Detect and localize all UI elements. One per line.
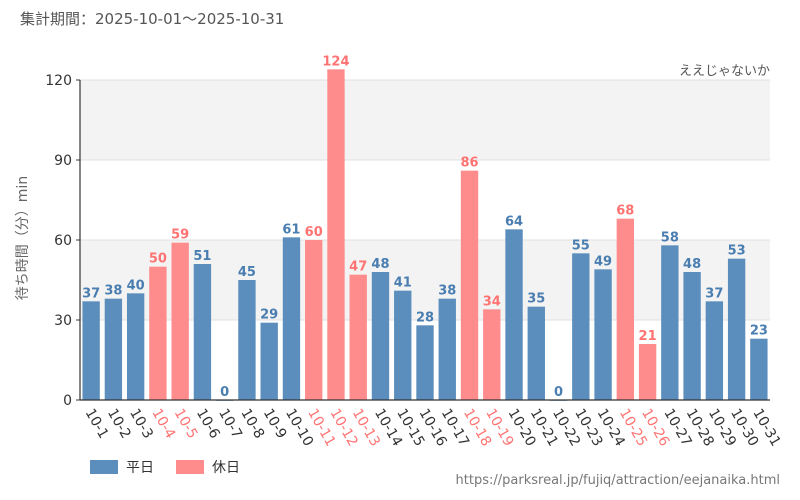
bar [394,290,412,400]
bar [638,344,657,400]
period-label: 集計期間：2025-10-01～2025-10-31 [20,10,285,28]
data-label: 58 [661,230,679,245]
data-label: 49 [594,254,612,269]
data-label: 45 [238,265,256,280]
data-label: 86 [460,156,478,171]
bar [371,272,390,400]
legend-holiday-swatch [176,460,204,474]
data-label: 29 [260,308,278,323]
data-label: 53 [728,244,746,259]
bar [505,229,523,400]
legend-holiday: 休日 [176,457,240,477]
legend-weekday: 平日 [90,457,154,477]
bar [238,280,256,400]
legend-holiday-label: 休日 [212,460,240,476]
data-label: 0 [554,385,563,400]
data-label: 38 [438,284,456,299]
y-tick-label: 0 [63,393,72,409]
data-label: 124 [322,54,349,69]
bar [305,240,323,400]
y-tick-label: 120 [45,73,72,89]
data-label: 37 [82,286,100,301]
data-label: 21 [639,329,657,344]
bar [104,298,123,400]
bar [193,264,212,400]
data-label: 0 [220,385,229,400]
data-label: 37 [705,286,723,301]
bar [683,272,701,400]
bar [616,218,635,400]
data-label: 23 [750,324,768,339]
bar [260,322,278,400]
data-label: 60 [305,225,323,240]
bar [416,325,434,400]
data-label: 50 [149,252,167,267]
data-label: 47 [349,260,367,275]
plot-band [80,80,770,160]
data-label: 48 [371,257,389,272]
plot-band [80,160,770,240]
bar [705,301,724,400]
data-label: 48 [683,257,701,272]
bar [572,253,590,400]
bar [527,306,545,400]
bar [727,258,746,400]
data-label: 41 [394,276,412,291]
bar [750,338,768,400]
bar [349,274,367,400]
data-label: 64 [505,214,523,229]
data-label: 68 [616,204,634,219]
legend: 平日 休日 [90,457,240,477]
bar [171,242,189,400]
source-url: https://parksreal.jp/fujiq/attraction/ee… [455,473,780,488]
data-label: 59 [171,228,189,243]
y-tick-label: 60 [54,233,72,249]
bar [460,170,479,400]
bar [438,298,456,400]
data-label: 61 [282,222,300,237]
attraction-name: ええじゃないか [678,64,770,79]
data-label: 28 [416,310,434,325]
legend-weekday-label: 平日 [126,460,154,476]
bar [149,266,167,400]
data-label: 38 [104,284,122,299]
bar [82,301,100,400]
bar [483,309,501,400]
legend-weekday-swatch [90,460,118,474]
y-tick-label: 30 [54,313,72,329]
y-tick-label: 90 [54,153,72,169]
bar [282,237,301,400]
bar [126,293,145,400]
bar [594,269,612,400]
data-label: 35 [527,292,545,307]
data-label: 34 [483,294,501,309]
data-label: 40 [127,278,145,293]
data-label: 55 [572,238,590,253]
bar [661,245,679,400]
bar [327,69,345,400]
data-label: 51 [193,249,211,264]
